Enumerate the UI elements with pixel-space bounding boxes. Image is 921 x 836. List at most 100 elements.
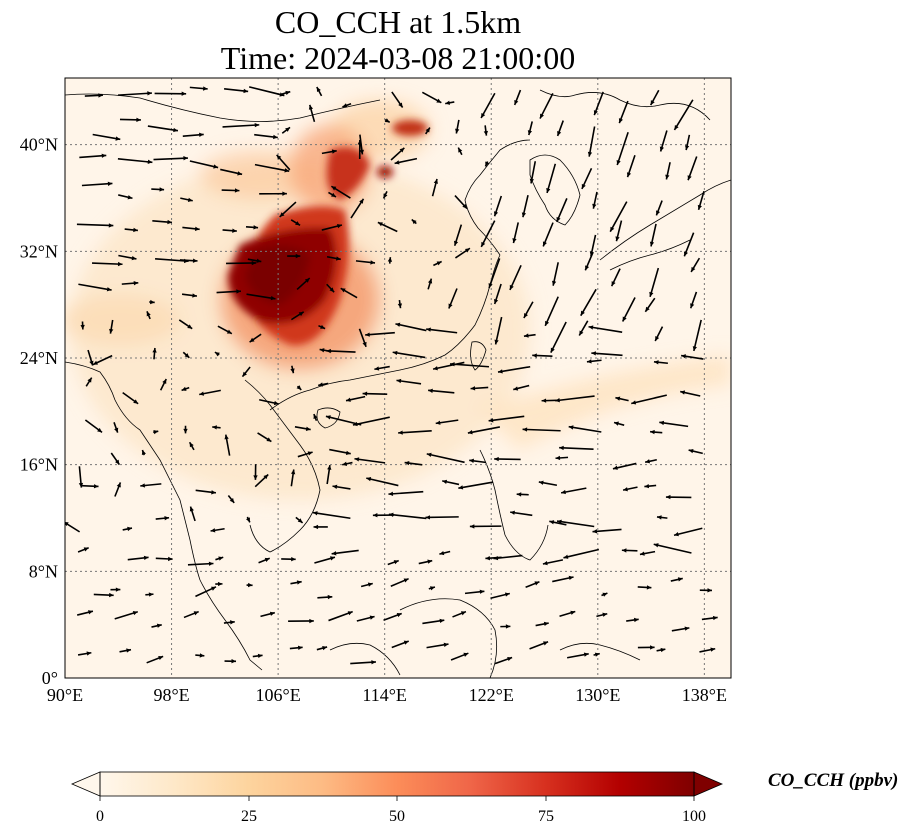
wind-arrow xyxy=(80,321,85,330)
wind-arrow xyxy=(342,461,353,466)
wind-arrow xyxy=(559,610,576,617)
wind-arrow xyxy=(288,618,314,624)
wind-arrow xyxy=(79,153,107,159)
wind-arrow xyxy=(345,395,366,402)
wind-arrow xyxy=(493,195,503,217)
wind-arrow xyxy=(464,589,485,595)
wind-arrow xyxy=(538,480,558,487)
wind-arrow xyxy=(411,218,417,225)
wind-arrow xyxy=(559,445,594,451)
wind-arrow xyxy=(452,610,467,618)
wind-arrow xyxy=(439,550,451,556)
wind-arrow xyxy=(383,612,402,621)
wind-arrow xyxy=(122,392,139,405)
wind-arrow xyxy=(421,91,442,104)
wind-arrow xyxy=(388,512,427,520)
wind-arrow xyxy=(550,321,567,353)
wind-arrow xyxy=(494,656,513,665)
wind-arrow xyxy=(560,487,587,495)
wind-arrow xyxy=(215,581,223,587)
wind-arrow xyxy=(189,86,208,91)
wind-arrow xyxy=(544,296,559,327)
wind-arrow xyxy=(690,257,701,273)
wind-arrow xyxy=(326,283,335,293)
wind-arrow xyxy=(276,154,291,171)
wind-arrow xyxy=(92,261,123,267)
wind-arrow xyxy=(81,181,113,187)
wind-arrow xyxy=(513,384,530,391)
lon-tick-label: 130°E xyxy=(575,685,620,705)
wind-arrow xyxy=(290,580,302,585)
wind-arrow xyxy=(224,434,231,456)
wind-arrow xyxy=(637,645,655,650)
wind-arrow xyxy=(470,386,489,391)
wind-arrow xyxy=(493,554,523,561)
lon-tick-label: 98°E xyxy=(153,685,189,705)
wind-arrow xyxy=(541,398,557,403)
wind-arrow xyxy=(673,527,703,537)
wind-arrow xyxy=(259,398,279,406)
wind-arrow xyxy=(390,577,409,588)
wind-arrow xyxy=(84,419,103,433)
wind-arrow xyxy=(226,260,257,266)
wind-arrow xyxy=(366,477,399,487)
wind-arrow xyxy=(650,429,663,435)
wind-arrow xyxy=(433,260,442,267)
wind-arrow xyxy=(556,120,564,137)
wind-arrow xyxy=(516,492,529,497)
wind-arrow xyxy=(395,322,427,332)
wind-arrow xyxy=(580,288,597,317)
wind-arrow xyxy=(246,293,276,301)
wind-arrow xyxy=(618,100,629,124)
wind-arrow xyxy=(217,325,233,335)
wind-arrow xyxy=(593,652,600,657)
wind-arrow xyxy=(551,262,559,286)
wind-arrow xyxy=(93,592,114,598)
wind-arrow xyxy=(644,297,656,313)
wind-arrow xyxy=(649,223,657,247)
wind-arrow xyxy=(626,617,639,623)
wind-arrow xyxy=(384,118,391,124)
wind-arrow xyxy=(222,122,260,128)
wind-arrow xyxy=(659,420,689,428)
wind-arrow xyxy=(180,197,193,202)
wind-arrow xyxy=(592,528,622,534)
wind-arrow xyxy=(688,448,703,455)
wind-arrow xyxy=(631,394,667,405)
wind-arrow xyxy=(183,425,188,434)
wind-arrow xyxy=(689,291,698,309)
wind-arrow xyxy=(513,89,522,106)
colorbar: 0 25 50 75 100 xyxy=(70,771,724,825)
wind-arrow xyxy=(467,426,501,435)
wind-arrow xyxy=(146,655,164,664)
wind-arrow xyxy=(246,582,253,588)
map-frame xyxy=(64,77,732,679)
wind-arrow xyxy=(500,624,511,629)
wind-arrow xyxy=(330,185,351,199)
wind-arrow xyxy=(326,255,341,261)
wind-arrow xyxy=(182,351,190,359)
wind-arrow xyxy=(149,299,155,305)
wind-arrow xyxy=(529,161,537,184)
lon-tick-label: 122°E xyxy=(469,685,514,705)
wind-arrow xyxy=(523,333,536,338)
lat-tick-label: 24°N xyxy=(20,348,58,368)
wind-arrow xyxy=(494,316,503,345)
wind-arrow xyxy=(567,652,589,659)
wind-arrow xyxy=(445,100,455,105)
wind-arrow xyxy=(154,91,187,96)
wind-arrow xyxy=(427,278,433,290)
wind-arrow xyxy=(76,223,114,228)
wind-arrow xyxy=(215,556,224,561)
wind-arrow xyxy=(332,484,351,490)
wind-arrow xyxy=(450,652,469,661)
wind-arrow xyxy=(390,147,405,161)
wind-arrow xyxy=(418,559,433,565)
wind-arrow xyxy=(588,325,623,334)
wind-arrow xyxy=(356,615,375,622)
wind-arrow xyxy=(114,482,122,497)
wind-arrow xyxy=(318,324,326,330)
wind-arrow xyxy=(189,160,219,169)
wind-arrow xyxy=(469,458,486,464)
wind-arrow xyxy=(254,473,269,488)
